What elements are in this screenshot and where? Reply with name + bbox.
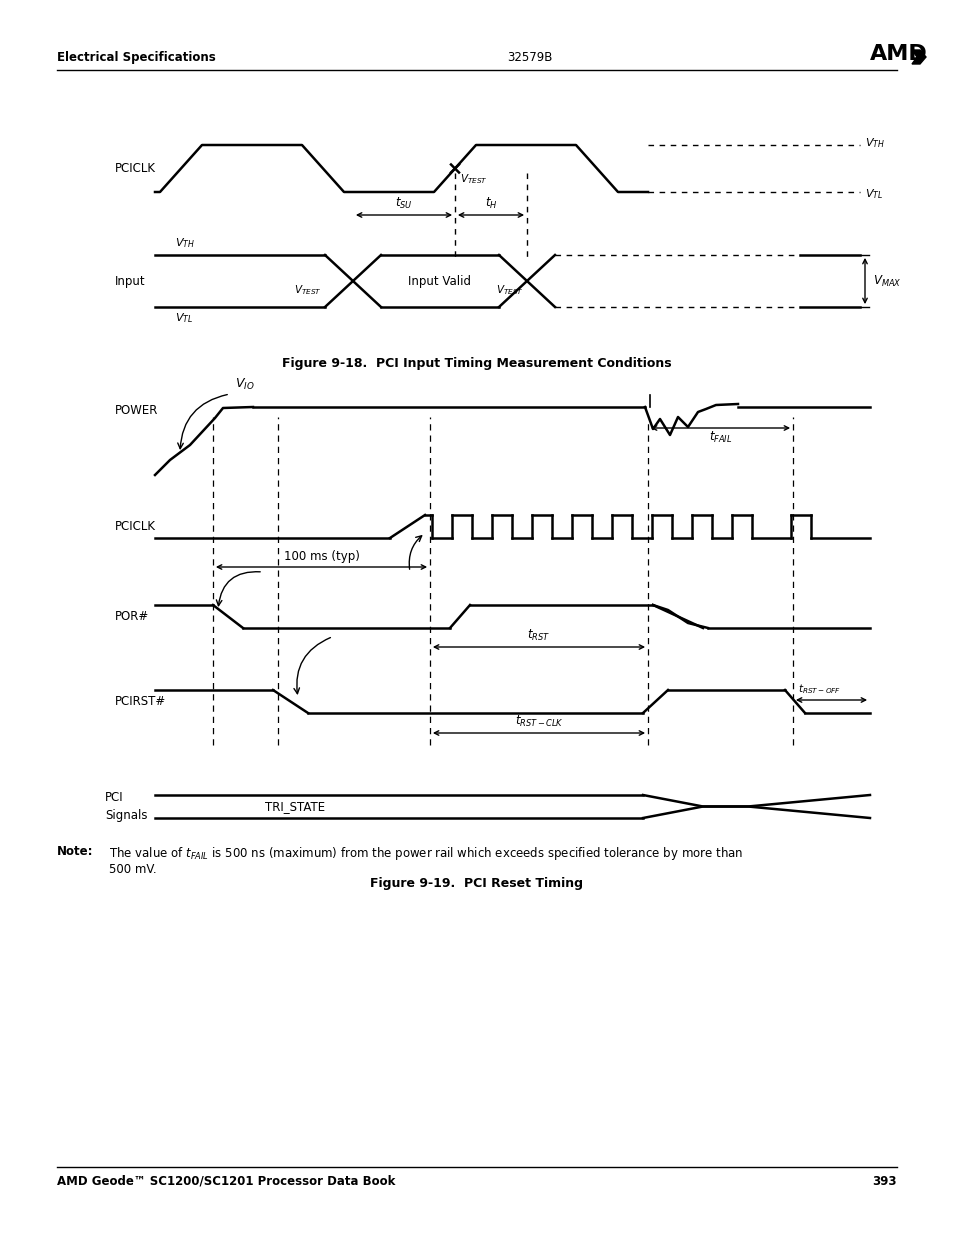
Text: PCICLK: PCICLK — [115, 520, 156, 534]
Text: $V_{IO}$: $V_{IO}$ — [234, 377, 254, 391]
Text: Figure 9-19.  PCI Reset Timing: Figure 9-19. PCI Reset Timing — [370, 877, 583, 890]
Text: POWER: POWER — [115, 404, 158, 416]
Text: $V_{TEST}$: $V_{TEST}$ — [294, 283, 322, 296]
Text: 32579B: 32579B — [507, 51, 552, 64]
Text: $V_{TL}$: $V_{TL}$ — [174, 311, 193, 325]
Text: $V_{TEST}$: $V_{TEST}$ — [496, 283, 523, 296]
Text: $V_{TH}$: $V_{TH}$ — [864, 136, 884, 149]
Text: $V_{MAX}$: $V_{MAX}$ — [872, 273, 901, 289]
Text: 393: 393 — [872, 1174, 896, 1188]
Text: Signals: Signals — [105, 809, 148, 823]
Text: POR#: POR# — [115, 610, 149, 622]
Text: PCICLK: PCICLK — [115, 162, 156, 175]
Text: $t_{H}$: $t_{H}$ — [484, 196, 497, 211]
Text: $V_{TH}$: $V_{TH}$ — [174, 236, 194, 249]
Text: $t_{RST-OFF}$: $t_{RST-OFF}$ — [797, 682, 841, 697]
Polygon shape — [911, 49, 925, 64]
Text: Note:: Note: — [57, 845, 93, 858]
Text: $t_{RST-CLK}$: $t_{RST-CLK}$ — [514, 714, 563, 729]
Text: AMD: AMD — [869, 44, 926, 64]
Text: PCIRST#: PCIRST# — [115, 695, 166, 708]
Text: Electrical Specifications: Electrical Specifications — [57, 51, 215, 64]
Text: $V_{TL}$: $V_{TL}$ — [864, 186, 882, 201]
Text: AMD Geode™ SC1200/SC1201 Processor Data Book: AMD Geode™ SC1200/SC1201 Processor Data … — [57, 1174, 395, 1188]
Text: The value of $t_{FAIL}$ is 500 ns (maximum) from the power rail which exceeds sp: The value of $t_{FAIL}$ is 500 ns (maxim… — [109, 845, 742, 862]
Text: $t_{FAIL}$: $t_{FAIL}$ — [708, 430, 732, 445]
Text: PCI: PCI — [105, 790, 124, 804]
Text: $V_{TEST}$: $V_{TEST}$ — [459, 173, 487, 186]
Text: $t_{RST}$: $t_{RST}$ — [527, 627, 550, 643]
Text: Input: Input — [115, 274, 146, 288]
Text: 100 ms (typ): 100 ms (typ) — [283, 550, 359, 563]
Text: 500 mV.: 500 mV. — [109, 863, 156, 876]
Text: $t_{SU}$: $t_{SU}$ — [395, 196, 413, 211]
Text: Figure 9-18.  PCI Input Timing Measurement Conditions: Figure 9-18. PCI Input Timing Measuremen… — [282, 357, 671, 370]
Text: TRI_STATE: TRI_STATE — [265, 800, 325, 813]
Text: Input Valid: Input Valid — [408, 274, 471, 288]
